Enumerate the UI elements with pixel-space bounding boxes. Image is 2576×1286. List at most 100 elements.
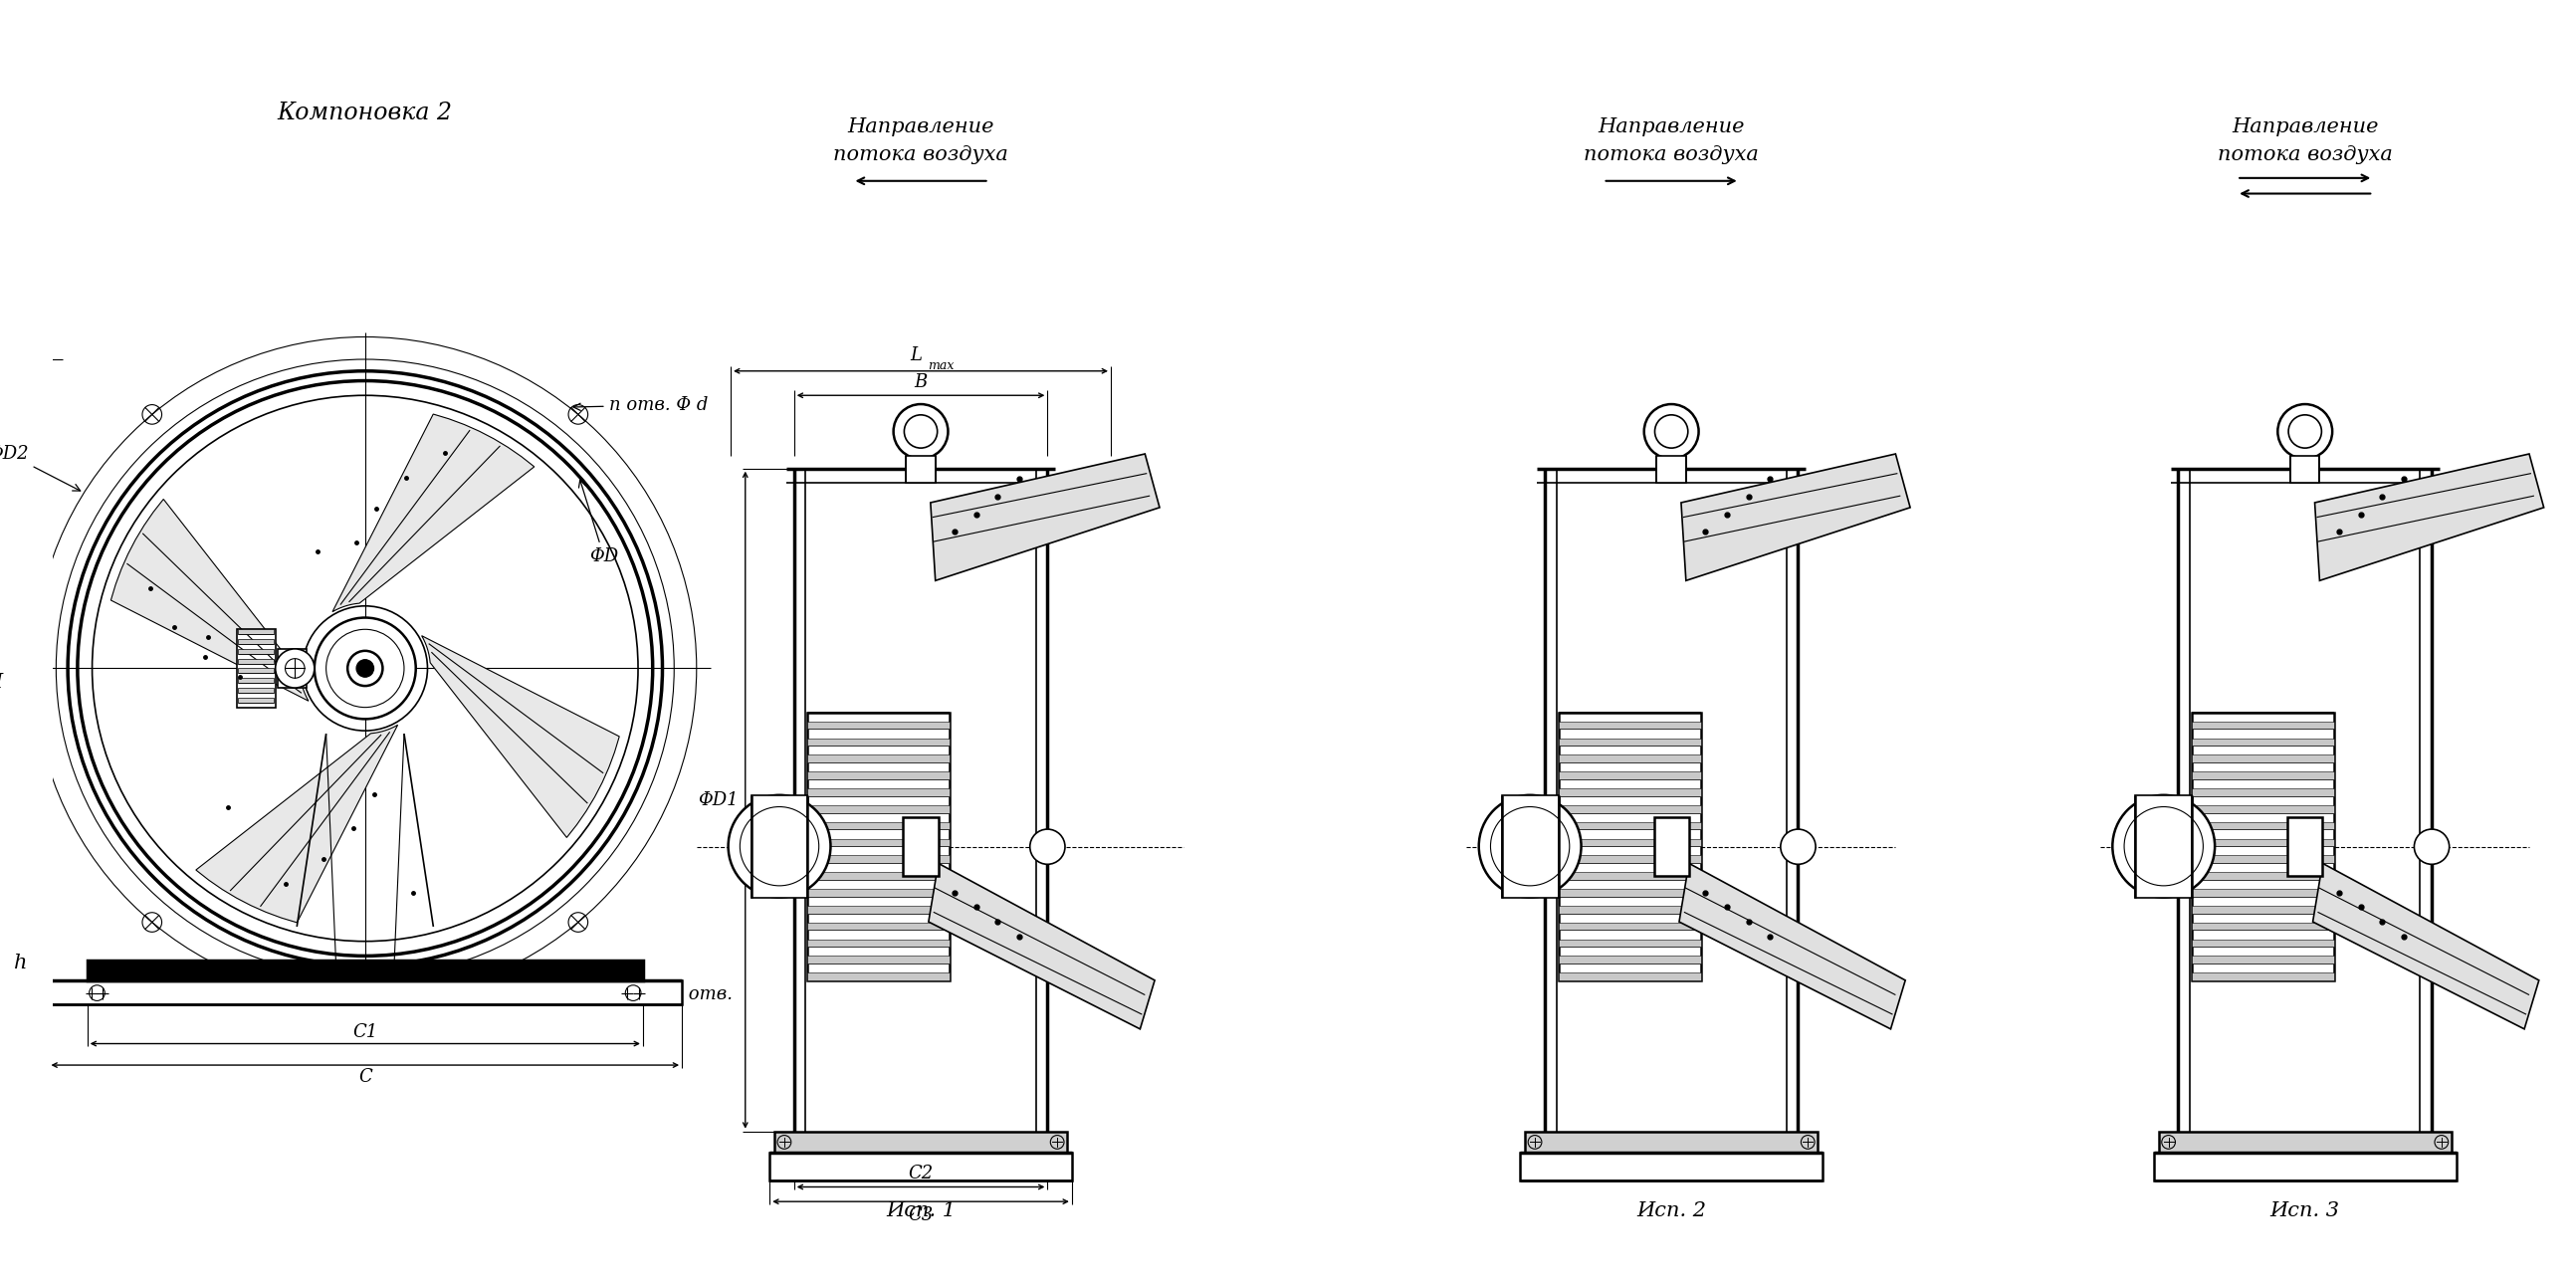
Bar — [240, 639, 273, 644]
Text: ΦD2: ΦD2 — [0, 445, 80, 491]
Bar — [2192, 772, 2334, 779]
Bar — [1525, 1132, 1819, 1152]
Bar — [240, 629, 273, 634]
Bar — [809, 855, 951, 863]
Text: B: B — [914, 373, 927, 391]
Bar — [809, 889, 951, 896]
Text: потока воздуха: потока воздуха — [1584, 145, 1759, 165]
Bar — [2136, 795, 2192, 898]
Bar — [1558, 822, 1700, 829]
Bar — [2192, 738, 2334, 746]
Bar — [809, 755, 951, 763]
Bar — [2192, 805, 2334, 813]
Polygon shape — [930, 454, 1159, 580]
Bar — [1558, 972, 1700, 980]
Bar — [775, 1132, 1066, 1152]
Bar — [752, 795, 809, 898]
Bar — [809, 972, 951, 980]
Bar — [2192, 712, 2334, 980]
Bar — [1558, 838, 1700, 846]
Bar — [1558, 939, 1700, 946]
Text: ΦD1: ΦD1 — [698, 791, 739, 809]
Bar — [809, 939, 951, 946]
Bar — [1558, 855, 1700, 863]
Polygon shape — [196, 725, 397, 922]
Text: H: H — [0, 673, 3, 692]
Bar — [1654, 818, 1690, 876]
Text: C1: C1 — [353, 1022, 379, 1040]
Bar — [2192, 788, 2334, 796]
Text: Направление: Направление — [848, 118, 994, 136]
Bar — [88, 961, 644, 980]
Text: n отв. Φ d: n отв. Φ d — [574, 396, 708, 414]
Bar — [240, 658, 273, 664]
Bar — [1558, 889, 1700, 896]
Bar — [809, 955, 951, 963]
Bar — [1558, 872, 1700, 880]
Text: L: L — [909, 346, 922, 364]
Bar — [907, 455, 935, 484]
Bar — [809, 905, 951, 913]
Text: C: C — [358, 1067, 371, 1085]
Bar — [2192, 905, 2334, 913]
Circle shape — [904, 415, 938, 448]
Text: Направление: Направление — [2231, 118, 2378, 136]
Bar — [809, 872, 951, 880]
Bar — [1558, 712, 1700, 980]
Bar — [2192, 721, 2334, 729]
Polygon shape — [1682, 454, 1911, 580]
Circle shape — [2277, 404, 2331, 459]
Circle shape — [1654, 415, 1687, 448]
Text: Φd1 4 отв.: Φd1 4 отв. — [629, 974, 732, 1003]
Bar — [2290, 455, 2318, 484]
Polygon shape — [927, 863, 1154, 1029]
Bar — [809, 772, 951, 779]
Text: Исп. 2: Исп. 2 — [1636, 1202, 1705, 1220]
Bar — [1558, 955, 1700, 963]
Bar — [1520, 1152, 1821, 1181]
Bar — [809, 721, 951, 729]
Bar — [1656, 455, 1685, 484]
Bar — [1558, 905, 1700, 913]
Bar — [240, 697, 273, 702]
Bar — [1558, 738, 1700, 746]
Text: Направление: Направление — [1597, 118, 1744, 136]
Bar — [904, 818, 938, 876]
Bar — [809, 822, 951, 829]
Polygon shape — [111, 499, 309, 701]
Circle shape — [1643, 404, 1698, 459]
Bar — [2192, 872, 2334, 880]
Bar — [809, 712, 951, 980]
Bar — [2192, 972, 2334, 980]
Bar — [2192, 889, 2334, 896]
Bar — [809, 805, 951, 813]
Text: потока воздуха: потока воздуха — [2218, 145, 2393, 165]
Bar — [240, 678, 273, 683]
Polygon shape — [1680, 863, 1906, 1029]
Text: h: h — [15, 954, 28, 972]
Bar — [1502, 795, 1558, 898]
Bar — [2287, 818, 2324, 876]
Text: потока воздуха: потока воздуха — [832, 145, 1007, 165]
Bar — [1558, 788, 1700, 796]
Text: Компоновка 2: Компоновка 2 — [278, 102, 453, 125]
Bar — [809, 838, 951, 846]
Bar — [1558, 755, 1700, 763]
Bar — [770, 1152, 1072, 1181]
Polygon shape — [332, 414, 533, 612]
Circle shape — [1030, 829, 1064, 864]
Bar — [2192, 822, 2334, 829]
Circle shape — [2414, 829, 2450, 864]
Circle shape — [1780, 829, 1816, 864]
Bar — [240, 688, 273, 693]
Bar — [278, 649, 307, 688]
Bar — [809, 738, 951, 746]
Polygon shape — [2316, 454, 2545, 580]
Circle shape — [1479, 795, 1582, 898]
Text: C2: C2 — [909, 1164, 933, 1182]
Bar — [2159, 1132, 2452, 1152]
Bar — [240, 649, 273, 653]
Bar — [237, 629, 276, 707]
Bar — [2192, 838, 2334, 846]
Bar — [2192, 855, 2334, 863]
